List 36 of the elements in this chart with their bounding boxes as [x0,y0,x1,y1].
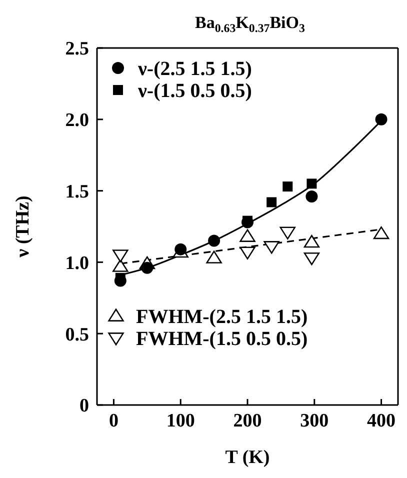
point [375,113,388,126]
point [304,252,320,266]
x-tick-label: 100 [166,410,195,432]
point [282,182,293,192]
legend-label: FWHM-(2.5 1.5 1.5) [136,306,308,328]
point [280,226,296,240]
y-tick-label: 1.0 [65,252,89,274]
y-tick-label: 0.5 [65,324,89,346]
legend-label: ν-(1.5 0.5 0.5) [137,80,252,102]
x-axis-title: T (K) [225,447,270,468]
point [242,216,252,226]
point [240,246,256,260]
point [112,259,128,272]
point [304,234,320,248]
y-axis-title: ν (THz) [12,196,34,258]
point [174,243,187,256]
x-tick-label: 400 [367,410,396,432]
y-tick-label: 0 [80,396,89,417]
y-tick-label: 2.0 [65,110,89,132]
point [306,178,317,189]
point [208,234,220,247]
legend-label: FWHM-(1.5 0.5 0.5) [136,328,308,350]
x-tick-label: 0 [108,410,118,432]
legend-label: ν-(2.5 1.5 1.5) [137,58,252,80]
point [373,226,390,240]
x-tick-label: 200 [233,410,262,432]
x-tick-label: 300 [300,410,329,432]
point [264,241,280,254]
point [306,190,318,202]
y-tick-label: 2.5 [65,38,89,60]
point [240,229,256,242]
point [112,250,128,262]
point [266,197,277,208]
y-tick-label: 1.5 [65,182,89,203]
chart-title: Ba$_{0.63}$K$_{0.37}$BiO$_{3}$ [195,13,306,35]
point [206,250,222,264]
